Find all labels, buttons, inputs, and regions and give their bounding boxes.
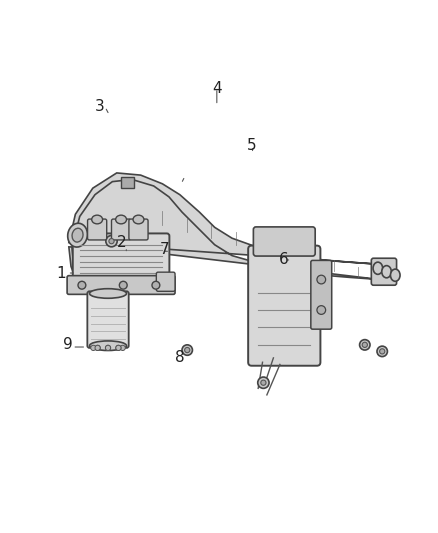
Text: 7: 7 bbox=[160, 243, 170, 257]
FancyBboxPatch shape bbox=[88, 219, 107, 240]
Polygon shape bbox=[69, 247, 117, 295]
Ellipse shape bbox=[72, 228, 83, 242]
Circle shape bbox=[116, 345, 121, 351]
FancyBboxPatch shape bbox=[67, 276, 175, 294]
Circle shape bbox=[95, 345, 100, 351]
Text: 3: 3 bbox=[95, 99, 104, 114]
Circle shape bbox=[182, 345, 192, 356]
FancyBboxPatch shape bbox=[73, 233, 170, 282]
Circle shape bbox=[78, 281, 86, 289]
FancyBboxPatch shape bbox=[253, 227, 315, 256]
Circle shape bbox=[377, 346, 388, 357]
Ellipse shape bbox=[92, 215, 102, 224]
Circle shape bbox=[261, 380, 266, 385]
Ellipse shape bbox=[382, 265, 391, 278]
Polygon shape bbox=[69, 173, 380, 279]
Circle shape bbox=[362, 342, 367, 348]
Circle shape bbox=[106, 236, 117, 247]
Text: 6: 6 bbox=[279, 253, 288, 268]
Circle shape bbox=[120, 345, 125, 351]
Text: 4: 4 bbox=[212, 80, 222, 95]
Ellipse shape bbox=[391, 269, 400, 281]
Circle shape bbox=[116, 345, 121, 351]
FancyBboxPatch shape bbox=[311, 261, 332, 329]
Ellipse shape bbox=[373, 262, 383, 274]
FancyBboxPatch shape bbox=[112, 219, 131, 240]
Text: 9: 9 bbox=[63, 337, 72, 352]
FancyBboxPatch shape bbox=[87, 292, 129, 348]
Ellipse shape bbox=[89, 289, 127, 298]
Circle shape bbox=[119, 281, 127, 289]
FancyBboxPatch shape bbox=[248, 246, 321, 366]
Ellipse shape bbox=[89, 341, 127, 351]
Circle shape bbox=[106, 345, 111, 351]
Ellipse shape bbox=[68, 223, 88, 247]
FancyBboxPatch shape bbox=[156, 272, 175, 292]
FancyBboxPatch shape bbox=[371, 258, 396, 285]
Circle shape bbox=[91, 345, 96, 351]
Circle shape bbox=[106, 345, 111, 351]
Text: 1: 1 bbox=[57, 265, 66, 280]
Text: 2: 2 bbox=[117, 235, 127, 250]
Circle shape bbox=[152, 281, 160, 289]
Circle shape bbox=[360, 340, 370, 350]
Circle shape bbox=[317, 275, 325, 284]
Text: 8: 8 bbox=[175, 350, 185, 366]
Ellipse shape bbox=[116, 215, 127, 224]
Ellipse shape bbox=[133, 215, 144, 224]
Circle shape bbox=[109, 239, 114, 244]
Circle shape bbox=[95, 345, 100, 351]
Circle shape bbox=[185, 348, 190, 353]
FancyBboxPatch shape bbox=[129, 219, 148, 240]
Circle shape bbox=[258, 377, 269, 389]
Circle shape bbox=[317, 305, 325, 314]
Bar bbox=[121, 177, 134, 188]
Circle shape bbox=[380, 349, 385, 354]
Text: 5: 5 bbox=[247, 139, 257, 154]
